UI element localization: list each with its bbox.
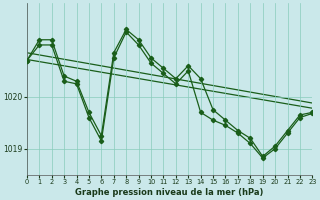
X-axis label: Graphe pression niveau de la mer (hPa): Graphe pression niveau de la mer (hPa) <box>76 188 264 197</box>
